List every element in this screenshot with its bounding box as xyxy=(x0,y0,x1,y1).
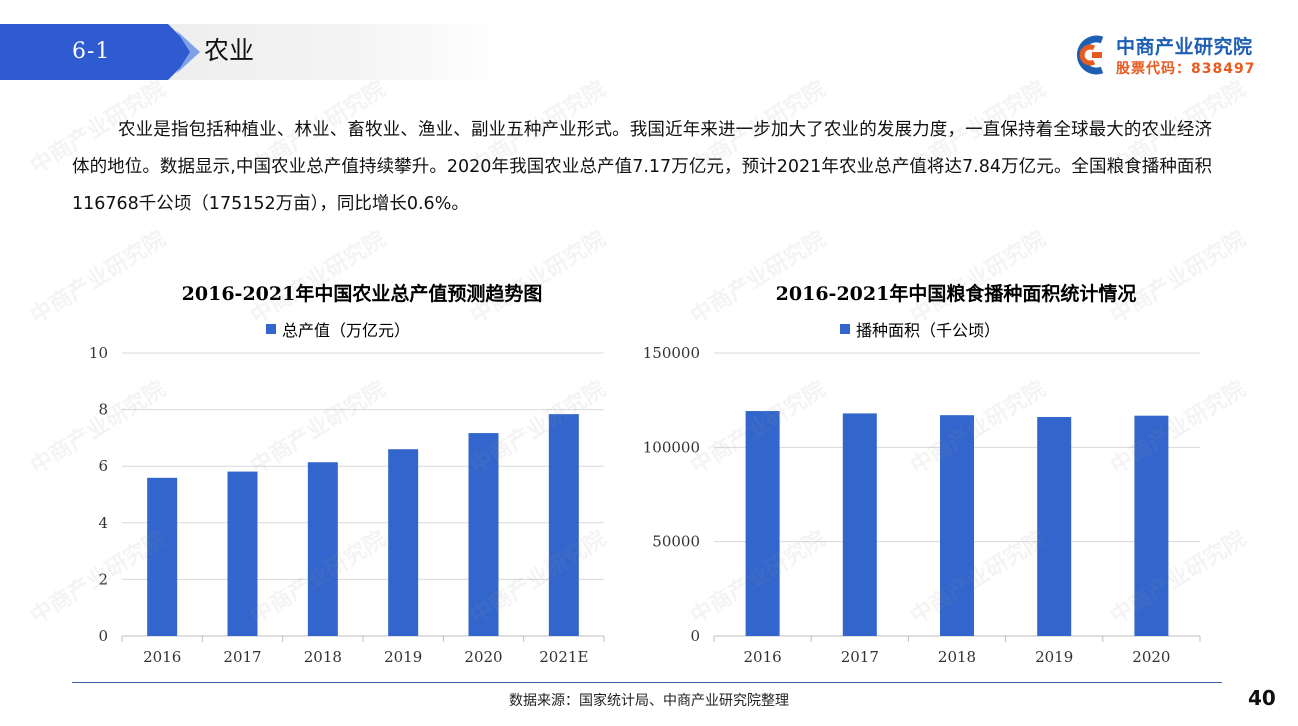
bar xyxy=(147,477,178,636)
legend-label: 播种面积（千公顷） xyxy=(856,321,1001,340)
legend-swatch xyxy=(840,324,850,334)
section-number: 6-1 xyxy=(72,39,111,64)
x-tick-label: 2020 xyxy=(464,648,502,666)
logo-stock-code: 股票代码：838497 xyxy=(1116,61,1256,77)
x-tick-label: 2017 xyxy=(841,648,879,666)
bar xyxy=(548,414,579,636)
x-tick-label: 2016 xyxy=(744,648,782,666)
y-tick-label: 6 xyxy=(98,457,108,475)
bar xyxy=(940,415,974,636)
x-tick-label: 2020 xyxy=(1132,648,1170,666)
y-tick-label: 100000 xyxy=(643,438,700,456)
bar xyxy=(307,462,338,636)
legend-area: 播种面积（千公顷） xyxy=(840,317,1000,341)
bar xyxy=(842,413,877,636)
bar xyxy=(468,433,499,636)
x-tick-label: 2021E xyxy=(539,648,588,666)
legend-label: 总产值（万亿元） xyxy=(282,321,411,340)
bar xyxy=(388,449,419,636)
x-tick-label: 2019 xyxy=(384,648,422,666)
y-tick-label: 4 xyxy=(98,514,108,532)
x-tick-label: 2016 xyxy=(143,648,181,666)
page-number: 40 xyxy=(1248,686,1276,710)
x-tick-label: 2019 xyxy=(1035,648,1073,666)
y-tick-label: 10 xyxy=(89,344,108,362)
section-title: 农业 xyxy=(204,36,255,65)
chart-title-output: 2016-2021年中国农业总产值预测趋势图 xyxy=(181,283,543,305)
y-tick-label: 0 xyxy=(690,627,700,645)
legend-output: 总产值（万亿元） xyxy=(266,317,410,341)
bar xyxy=(227,471,258,636)
x-tick-label: 2017 xyxy=(223,648,261,666)
intro-paragraph: 农业是指包括种植业、林业、畜牧业、渔业、副业五种产业形式。我国近年来进一步加大了… xyxy=(72,120,1212,214)
x-tick-label: 2018 xyxy=(304,648,342,666)
chart-title-area: 2016-2021年中国粮食播种面积统计情况 xyxy=(775,283,1137,305)
bar xyxy=(1037,417,1072,636)
footer-divider xyxy=(72,682,1222,683)
y-tick-label: 8 xyxy=(98,401,108,419)
bar xyxy=(745,411,780,636)
legend-swatch xyxy=(266,324,276,334)
data-source: 数据来源：国家统计局、中商产业研究院整理 xyxy=(509,693,789,709)
x-tick-label: 2018 xyxy=(938,648,976,666)
y-tick-label: 0 xyxy=(98,627,108,645)
y-tick-label: 2 xyxy=(98,570,108,588)
y-tick-label: 150000 xyxy=(643,344,700,362)
section-tag-shape xyxy=(0,24,200,80)
logo-name: 中商产业研究院 xyxy=(1116,36,1253,58)
section-tag xyxy=(0,24,200,80)
company-logo: 中商产业研究院 股票代码：838497 xyxy=(1072,30,1262,82)
logo-mark-icon xyxy=(1077,35,1104,75)
bar xyxy=(1134,415,1169,636)
y-tick-label: 50000 xyxy=(652,533,700,551)
